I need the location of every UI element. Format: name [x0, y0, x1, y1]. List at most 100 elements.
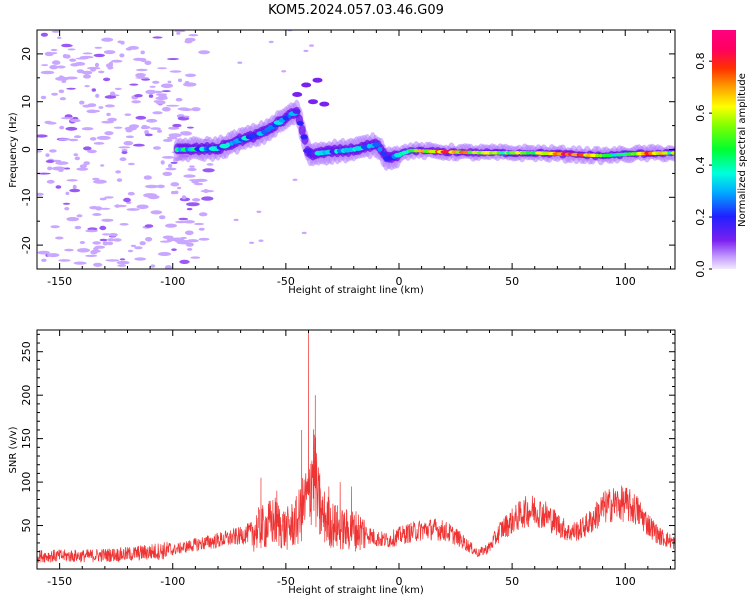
- y-tick-label: -20: [20, 236, 33, 254]
- noise-blob: [164, 265, 172, 269]
- noise-blob: [106, 112, 111, 117]
- noise-blob: [184, 73, 197, 78]
- signal-core: [225, 142, 231, 148]
- noise-blob: [191, 107, 201, 112]
- noise-blob: [152, 80, 160, 84]
- noise-blob: [83, 146, 92, 151]
- x-tick-label: 0: [395, 275, 402, 288]
- noise-blob: [162, 138, 173, 142]
- signal-branch: [319, 101, 330, 107]
- noise-blob: [51, 166, 66, 171]
- noise-blob: [92, 213, 102, 216]
- noise-blob: [103, 77, 111, 82]
- noise-blob: [66, 87, 76, 90]
- noise-blob: [47, 166, 53, 171]
- noise-blob: [73, 153, 79, 157]
- noise-blob: [49, 149, 57, 153]
- noise-blob: [116, 178, 123, 182]
- colorbar-tick-label: 0.8: [694, 52, 707, 70]
- noise-blob: [107, 117, 117, 122]
- noise-blob: [136, 204, 149, 210]
- noise-blob: [91, 88, 97, 92]
- spectrogram-marks: [37, 30, 675, 269]
- y-tick-label: 50: [20, 519, 33, 533]
- noise-blob: [170, 161, 178, 164]
- noise-blob: [119, 258, 126, 261]
- noise-blob: [150, 264, 156, 268]
- noise-blob: [45, 159, 55, 163]
- colorbar-gradient: [712, 30, 736, 269]
- noise-blob: [159, 215, 166, 220]
- noise-blob: [55, 161, 69, 165]
- noise-blob: [184, 39, 193, 44]
- noise-blob: [79, 164, 87, 169]
- noise-blob: [145, 237, 153, 242]
- noise-blob: [121, 149, 128, 152]
- noise-blob: [167, 80, 172, 84]
- noise-blob: [192, 198, 201, 202]
- noise-blob: [179, 259, 190, 264]
- noise-blob: [83, 74, 91, 79]
- colorbar-tick-label: 0.6: [694, 104, 707, 122]
- noise-blob: [55, 76, 69, 81]
- noise-blob: [146, 118, 158, 123]
- noise-blob: [41, 258, 47, 262]
- colorbar-ticks: 0.0 0.2 0.4 0.6 0.8: [694, 52, 712, 278]
- noise-blob: [140, 50, 145, 55]
- noise-blob: [119, 157, 127, 162]
- noise-blob: [59, 97, 66, 101]
- noise-blob: [37, 150, 42, 153]
- y-tick-label: 20: [20, 47, 33, 61]
- y-tick-label: 250: [20, 341, 33, 362]
- noise-blob: [37, 250, 50, 255]
- noise-blob: [185, 242, 194, 247]
- signal-branch: [308, 99, 318, 105]
- noise-blob: [170, 182, 180, 187]
- noise-blob: [107, 238, 115, 242]
- y-tick-label: 200: [20, 385, 33, 406]
- noise-blob: [303, 49, 309, 53]
- noise-blob: [93, 246, 99, 251]
- noise-blob: [101, 37, 114, 42]
- noise-blob: [134, 257, 147, 261]
- y-tick-label: 150: [20, 428, 33, 449]
- noise-blob: [152, 111, 163, 115]
- noise-blob: [187, 248, 193, 251]
- noise-blob: [37, 192, 44, 196]
- noise-blob: [104, 131, 114, 136]
- noise-blob: [102, 241, 109, 246]
- noise-blob: [51, 52, 58, 55]
- noise-blob: [180, 108, 193, 111]
- noise-blob: [62, 54, 68, 59]
- noise-blob: [61, 44, 73, 47]
- signal-mid: [298, 124, 306, 136]
- noise-blob: [161, 156, 175, 159]
- y-tick-label: 100: [20, 472, 33, 493]
- noise-blob: [104, 95, 117, 99]
- noise-blob: [82, 52, 93, 55]
- noise-blob: [55, 236, 64, 240]
- noise-blob: [165, 167, 177, 171]
- noise-blob: [176, 31, 181, 35]
- noise-blob: [108, 233, 119, 237]
- noise-blob: [99, 207, 111, 210]
- noise-blob: [93, 53, 106, 58]
- noise-blob: [186, 239, 199, 243]
- noise-blob: [150, 210, 163, 215]
- noise-blob: [153, 146, 161, 150]
- noise-blob: [194, 182, 204, 186]
- noise-blob: [155, 93, 167, 96]
- noise-blob: [168, 133, 182, 138]
- noise-blob: [186, 202, 200, 207]
- signal-core: [667, 151, 672, 155]
- noise-blob: [143, 175, 152, 180]
- signal-branch: [312, 77, 323, 83]
- noise-blob: [134, 246, 143, 250]
- noise-blob: [198, 237, 210, 241]
- noise-blob: [92, 241, 101, 245]
- noise-blob: [130, 244, 136, 248]
- noise-blob: [93, 262, 103, 267]
- noise-blob: [281, 70, 287, 73]
